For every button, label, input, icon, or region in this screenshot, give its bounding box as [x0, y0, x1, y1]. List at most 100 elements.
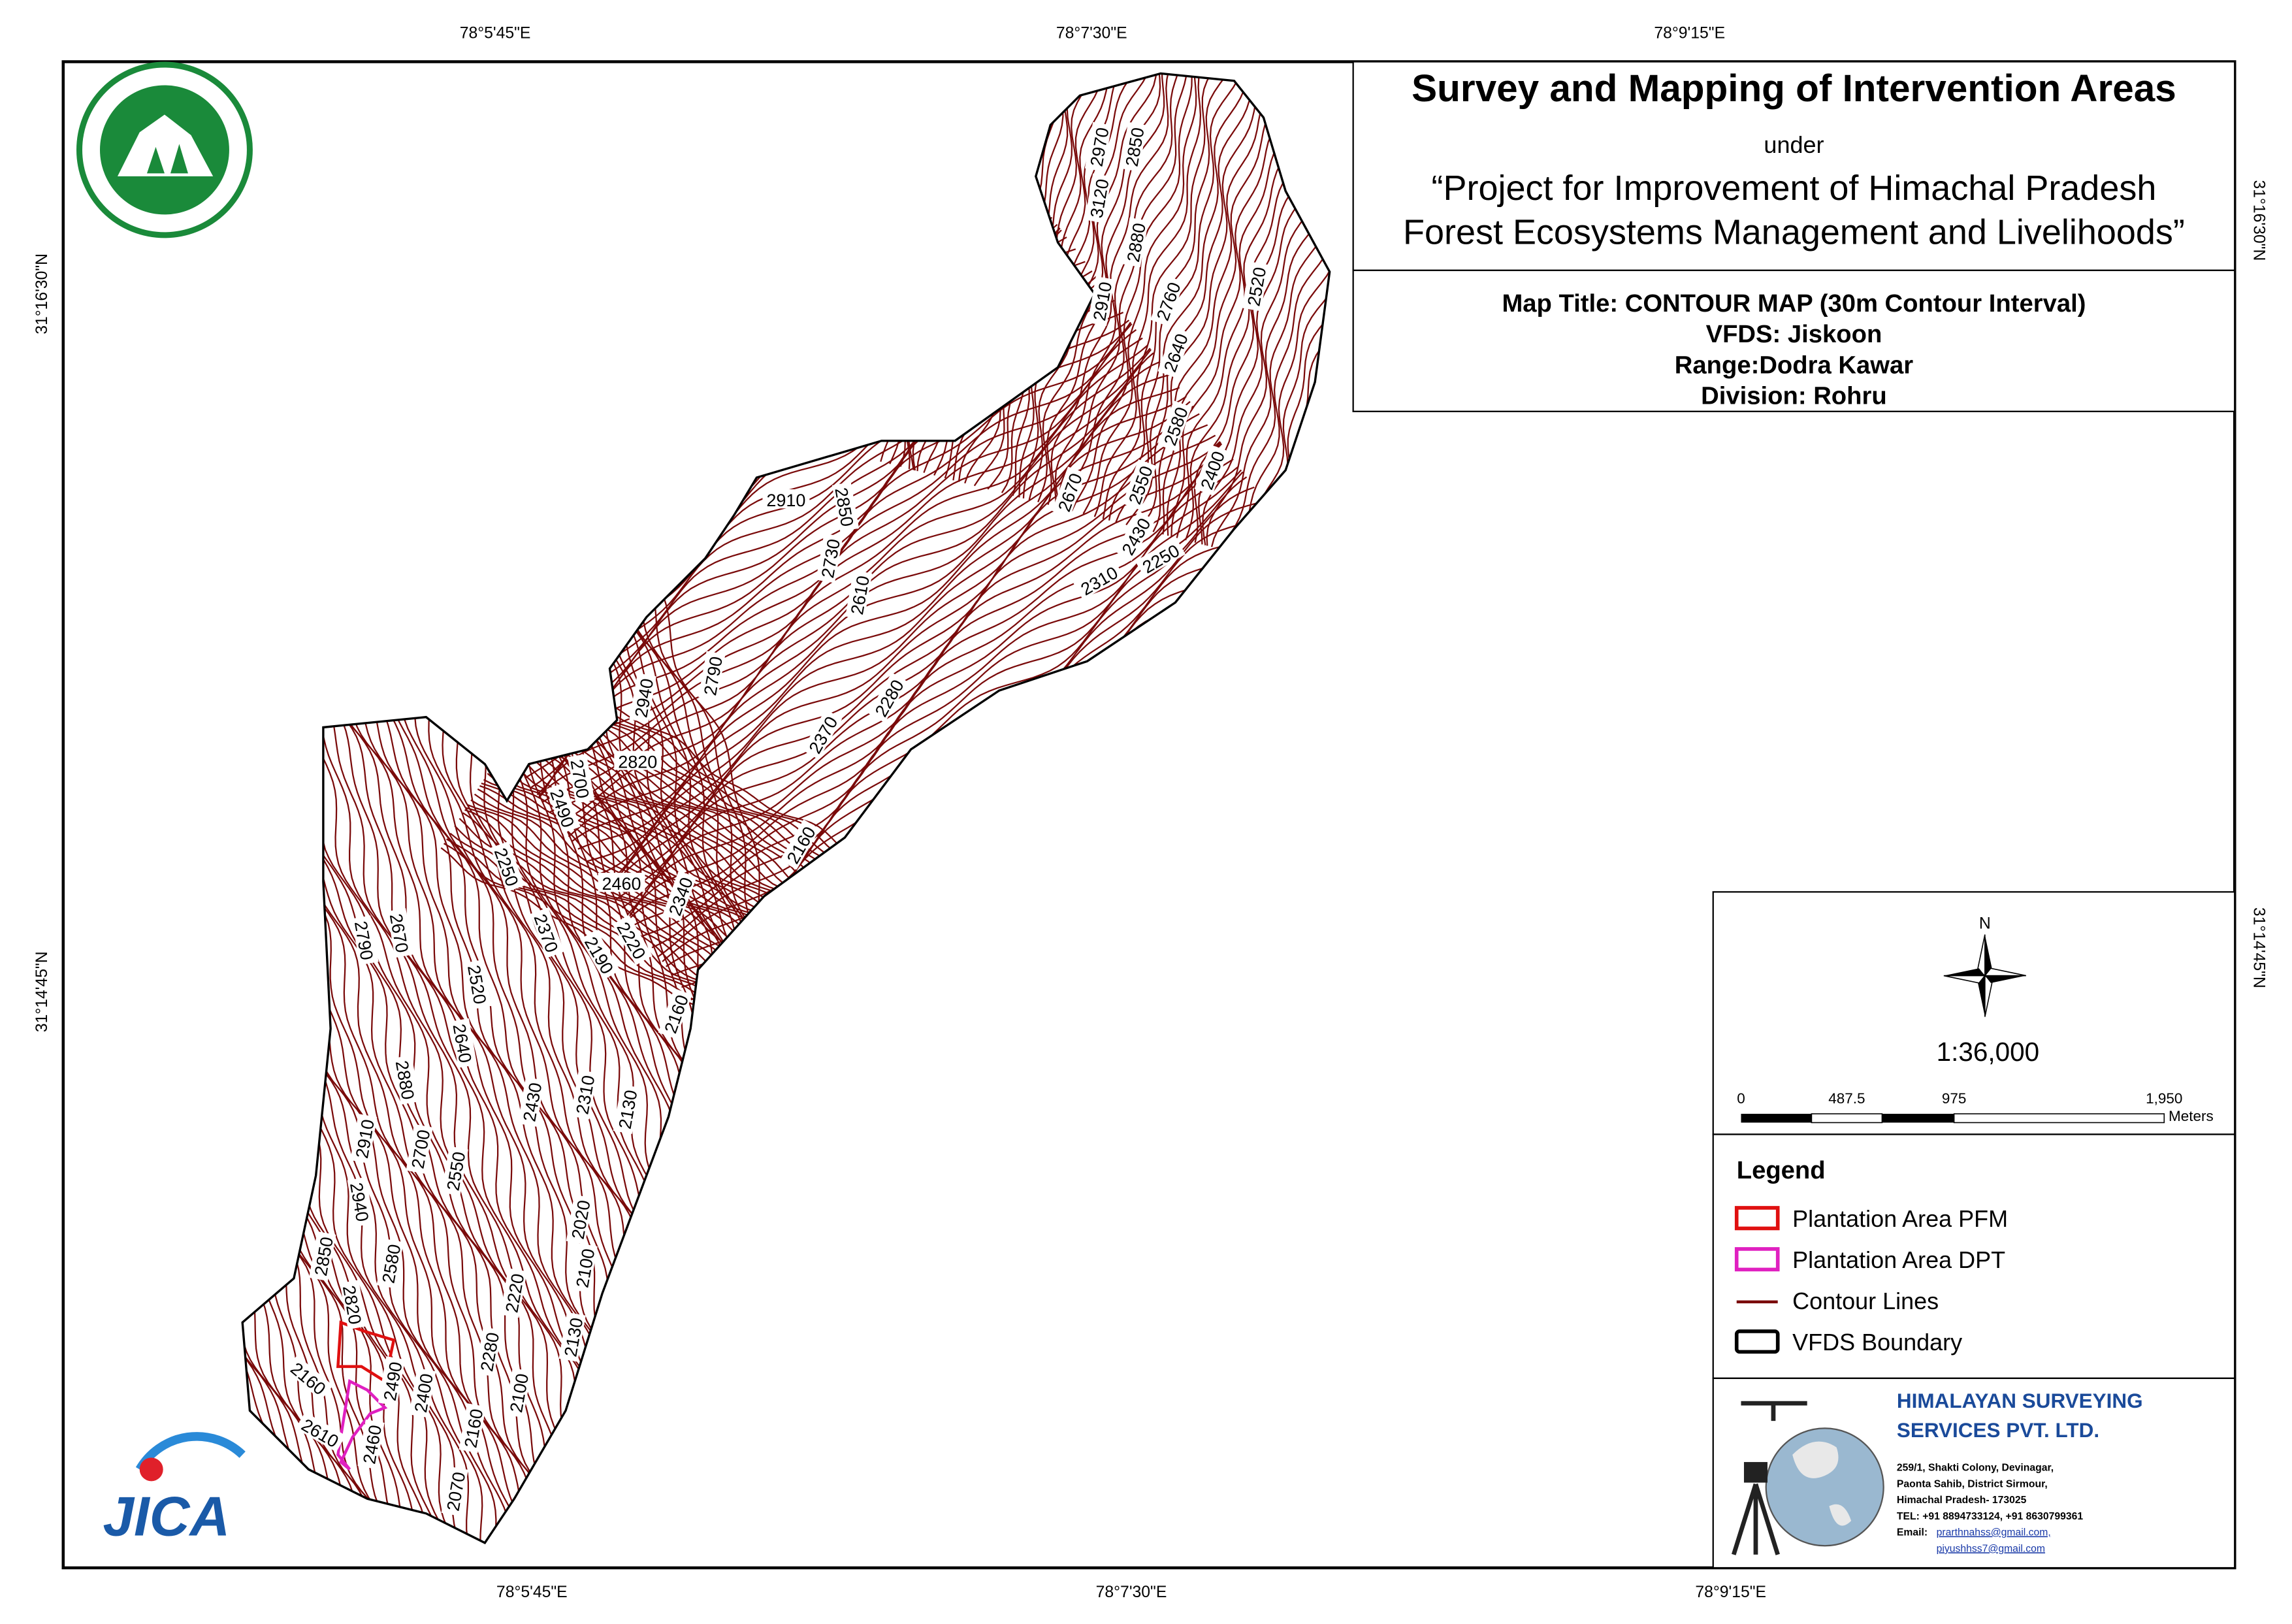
label-halo [1084, 173, 1112, 223]
label-halo [351, 915, 379, 966]
scale-ratio: 1:36,000 [1937, 1037, 2040, 1067]
scale-tick: 1,950 [2146, 1090, 2182, 1107]
label-halo [530, 907, 564, 958]
contour-line [1054, 73, 1180, 508]
legend-item: Plantation Area DPT [1792, 1246, 2005, 1273]
forest-logo [76, 61, 253, 238]
label-halo [629, 673, 656, 723]
email[interactable]: prarthnahss@gmail.com, [1937, 1527, 2051, 1538]
label-halo [441, 1146, 468, 1196]
coord-label: 78°5'45"E [460, 24, 531, 42]
label-halo [698, 651, 726, 701]
label-halo [347, 1177, 374, 1227]
label-halo [868, 672, 909, 723]
contour-line [1093, 73, 1222, 517]
label-halo [762, 489, 810, 509]
division: Division: Rohru [1701, 382, 1887, 410]
contour-line [303, 670, 605, 1543]
label-halo [802, 709, 843, 760]
phone: TEL: +91 8894733124, +91 8630799361 [1897, 1511, 2083, 1522]
label-halo [614, 751, 662, 770]
label-halo [378, 1356, 406, 1406]
label-halo [612, 915, 653, 966]
scale-unit: Meters [2169, 1108, 2214, 1124]
label-halo [387, 908, 414, 958]
scale-bar [1741, 1113, 2165, 1124]
company-logo [1732, 1401, 1884, 1555]
contour-line [1082, 73, 1208, 515]
contour-line [242, 713, 477, 1543]
email[interactable]: piyushhss7@gmail.com [1937, 1543, 2045, 1554]
label-halo [1073, 559, 1124, 600]
coord-label: 31°14'45"N [2250, 907, 2267, 988]
label-halo [459, 1403, 486, 1453]
label-halo [546, 782, 581, 834]
contour-line [538, 344, 1148, 798]
contour-line [1102, 73, 1234, 519]
label-halo [1157, 327, 1192, 378]
contour-line [1139, 73, 1266, 529]
label-halo [845, 570, 873, 620]
label-halo [558, 1312, 586, 1362]
map-title: Map Title: CONTOUR MAP (30m Contour Inte… [1502, 289, 2086, 317]
legend-item: Plantation Area PFM [1792, 1205, 2008, 1232]
contour-label: 2460 [602, 874, 641, 894]
contour-line [604, 424, 1208, 886]
contour-line [298, 672, 600, 1543]
label-halo [658, 988, 692, 1039]
label-halo [409, 1368, 436, 1418]
contour-line [1028, 73, 1153, 500]
label-halo [1084, 122, 1112, 172]
legend-item: VFDS Boundary [1792, 1329, 1962, 1356]
label-halo [566, 1194, 594, 1244]
vfds: VFDS: Jiskoon [1706, 320, 1882, 348]
email-label: Email: [1897, 1527, 1928, 1538]
label-halo [450, 1018, 477, 1068]
contour-line [1125, 73, 1255, 526]
label-halo [285, 1355, 334, 1401]
scale-tick: 975 [1942, 1090, 1967, 1107]
address: 259/1, Shakti Colony, Devinagar, [1897, 1463, 2054, 1474]
label-halo [350, 1114, 378, 1164]
contour-line [1233, 73, 1330, 553]
contour-line [242, 747, 376, 1543]
contour-line [242, 716, 468, 1543]
label-halo [1122, 459, 1157, 510]
project-line: “Project for Improvement of Himachal Pra… [1432, 169, 2157, 208]
label-halo [357, 1419, 385, 1469]
label-halo [570, 1242, 598, 1293]
label-halo [441, 1466, 468, 1516]
label-halo [1088, 276, 1115, 326]
contour-line [1037, 73, 1157, 503]
contour-line [1220, 73, 1330, 550]
label-halo [475, 1327, 502, 1377]
legend-item: Contour Lines [1792, 1288, 1939, 1314]
label-halo [376, 1239, 404, 1289]
coord-label: 78°5'45"E [496, 1583, 568, 1601]
label-halo [570, 1069, 598, 1120]
coord-label: 31°14'45"N [33, 951, 51, 1032]
contour-line [1244, 77, 1330, 556]
label-halo [500, 1268, 527, 1318]
contour-line [518, 723, 816, 917]
coord-label: 31°16'30"N [33, 253, 51, 334]
company-name: HIMALAYAN SURVEYING [1897, 1389, 2143, 1412]
label-halo [517, 1077, 545, 1127]
label-halo [491, 841, 525, 892]
label-halo [1121, 217, 1149, 267]
coord-label: 78°9'15"E [1654, 24, 1725, 42]
contour-line [608, 441, 1221, 892]
label-halo [1157, 400, 1192, 451]
contour-line [628, 458, 1234, 918]
label-halo [1120, 122, 1148, 172]
title: Survey and Mapping of Intervention Areas [1412, 67, 2176, 110]
label-halo [1242, 261, 1269, 312]
info-box [1352, 269, 2236, 412]
contour-label: 2910 [766, 491, 805, 510]
jica-text: JICA [103, 1486, 230, 1548]
coord-label: 31°16'30"N [2250, 180, 2267, 261]
coord-label: 78°7'30"E [1056, 24, 1127, 42]
label-halo [340, 1280, 367, 1330]
